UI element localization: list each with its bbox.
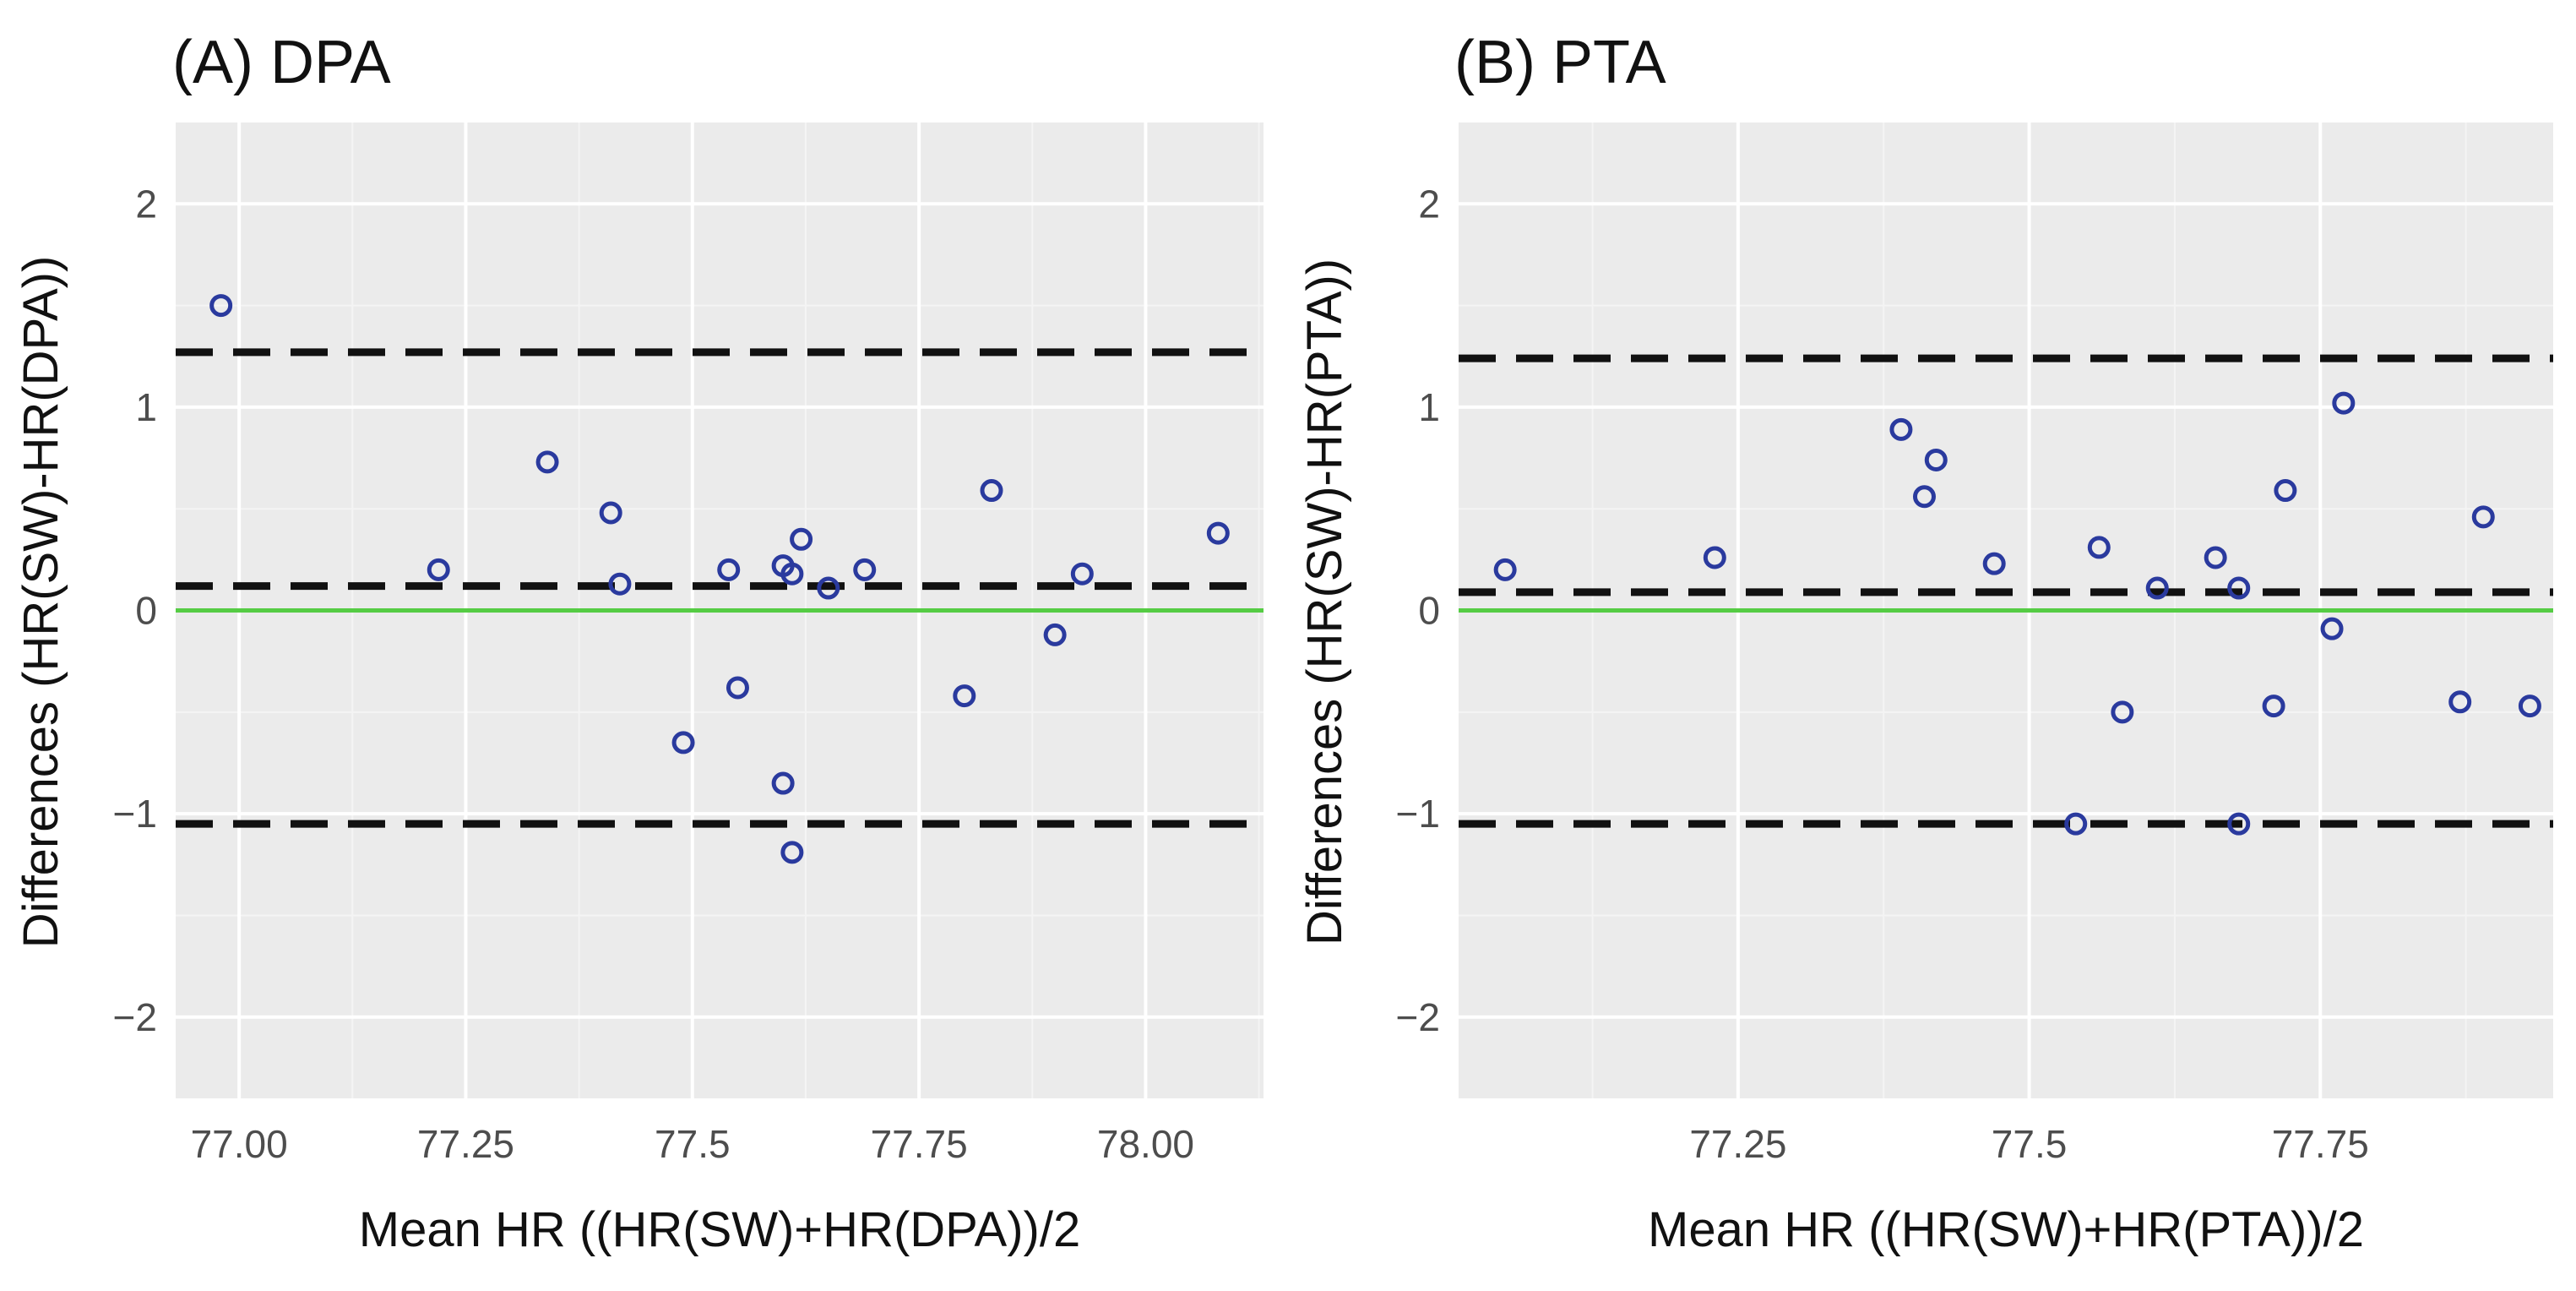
x-tick-label: 77.5 [655, 1122, 731, 1166]
data-point [953, 684, 976, 708]
data-point [608, 572, 632, 596]
data-point [2448, 690, 2472, 714]
panel-a-reference-lines [176, 348, 1264, 828]
data-point [1703, 546, 1726, 569]
data-point [1493, 558, 1517, 581]
x-tick-label: 77.00 [191, 1122, 288, 1166]
panel-a-x-axis-title: Mean HR ((HR(SW)+HR(DPA))/2 [359, 1202, 1080, 1257]
y-tick-label: −2 [113, 995, 157, 1039]
y-tick-label: −2 [1396, 995, 1440, 1039]
data-point [2518, 695, 2541, 718]
data-point [209, 294, 233, 318]
data-point [1982, 552, 2006, 575]
data-point [2262, 695, 2285, 718]
data-point [2145, 576, 2169, 600]
data-point [427, 558, 450, 581]
data-point [780, 841, 804, 864]
data-point [1912, 485, 1936, 509]
y-tick-label: 0 [135, 589, 157, 633]
y-tick-label: 2 [135, 182, 157, 226]
data-point [1043, 623, 1067, 646]
y-tick-label: −1 [113, 792, 157, 836]
data-point [1070, 562, 1094, 586]
data-point [980, 479, 1003, 503]
panel-b-y-axis-title: Differences (HR(SW)-HR(PTA)) [1297, 259, 1352, 945]
panel-a-title: (A) DPA [172, 29, 391, 96]
data-point [2332, 391, 2356, 415]
x-tick-label: 77.75 [2272, 1122, 2369, 1166]
x-tick-label: 77.75 [871, 1122, 968, 1166]
x-tick-label: 77.5 [1992, 1122, 2068, 1166]
data-point [2064, 812, 2088, 836]
x-tick-label: 77.25 [1689, 1122, 1786, 1166]
data-point [1889, 417, 1913, 441]
panel-b-x-axis-title: Mean HR ((HR(SW)+HR(PTA))/2 [1648, 1202, 2364, 1257]
panel-b-reference-lines [1459, 354, 2553, 828]
data-point [2111, 700, 2134, 724]
data-point [535, 450, 559, 474]
panel-b-tick-labels: −2 −1 0 1 2 77.25 77.5 77.75 [1396, 182, 2369, 1166]
panel-b-data-points [1493, 391, 2541, 836]
data-point [2227, 812, 2251, 836]
x-tick-label: 78.00 [1097, 1122, 1194, 1166]
data-point [780, 562, 804, 586]
panel-b: (B) PTA −2 −1 0 1 2 77.25 77.5 77.75 Mean HR ((… [1297, 29, 2553, 1257]
data-point [2471, 505, 2495, 529]
data-point [817, 576, 840, 600]
y-tick-label: 2 [1418, 182, 1440, 226]
data-point [671, 731, 695, 754]
data-point [599, 501, 622, 525]
data-point [2204, 546, 2227, 569]
data-point [2320, 617, 2344, 640]
x-tick-label: 77.25 [417, 1122, 514, 1166]
data-point [853, 558, 877, 581]
data-point [771, 771, 795, 795]
data-point [1206, 521, 1230, 545]
panel-a-y-axis-title: Differences (HR(SW)-HR(DPA)) [14, 256, 68, 949]
y-tick-label: 1 [135, 385, 157, 429]
panel-a-tick-labels: −2 −1 0 1 2 77.00 77.25 77.5 77.75 78.00 [113, 182, 1194, 1166]
data-point [2274, 479, 2297, 503]
data-point [790, 527, 813, 551]
y-tick-label: 1 [1418, 385, 1440, 429]
data-point [1924, 448, 1948, 471]
panel-a-data-points [209, 294, 1230, 864]
data-point [717, 558, 741, 581]
data-point [726, 676, 749, 700]
data-point [2087, 536, 2111, 559]
data-point [2227, 576, 2251, 600]
panel-b-title: (B) PTA [1454, 29, 1666, 96]
y-tick-label: 0 [1418, 589, 1440, 633]
y-tick-label: −1 [1396, 792, 1440, 836]
